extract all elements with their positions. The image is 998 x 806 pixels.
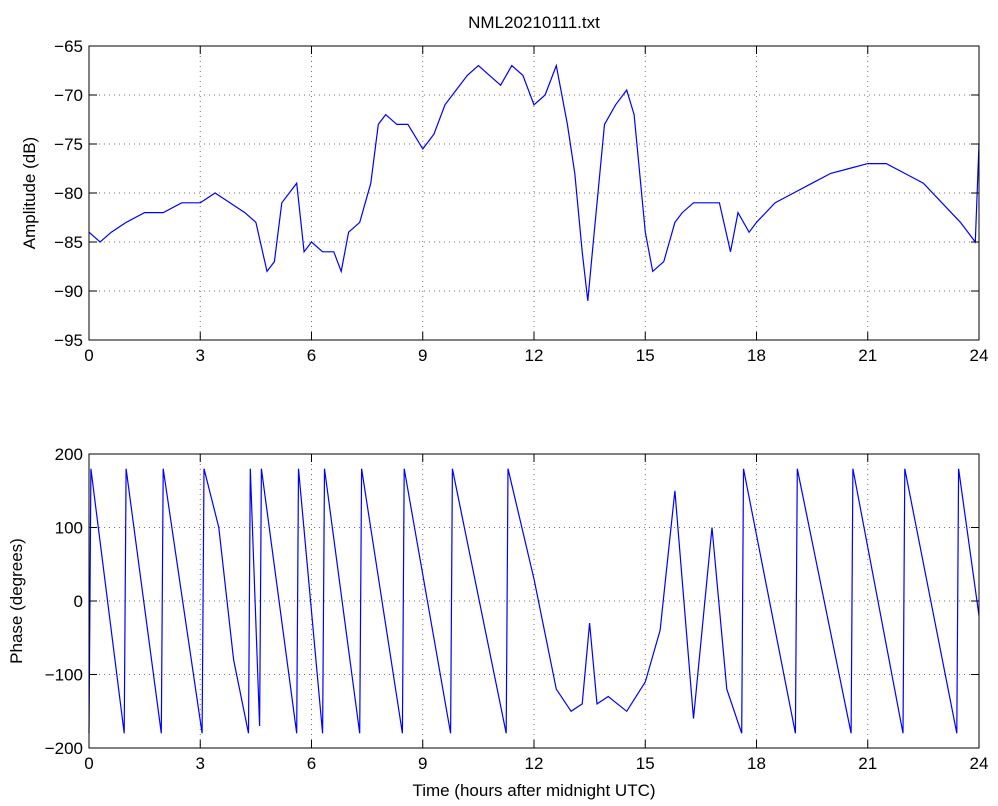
amplitude-plot: 0 3 6 9 12 15 18 21 24 −95 −90 −85 −80 −75 −70 −65 [54,37,988,365]
amplitude-x-tick-label: 21 [858,346,877,365]
amplitude-y-tick-label: −65 [54,37,83,56]
phase-x-tick-label: 15 [636,754,655,773]
amplitude-x-tick-label: 0 [84,346,93,365]
phase-x-tick-label: 12 [525,754,544,773]
amplitude-y-tick-label: −95 [54,331,83,350]
amplitude-y-tick-label: −80 [54,184,83,203]
amplitude-y-tick-label: −90 [54,282,83,301]
amplitude-y-tick-label: −75 [54,135,83,154]
phase-x-tick-label: 24 [970,754,989,773]
phase-y-tick-label: −100 [45,666,83,685]
phase-series-line [88,468,980,734]
phase-x-tick-label: 21 [858,754,877,773]
amplitude-y-tick-label: −70 [54,86,83,105]
phase-x-tick-label: 6 [307,754,316,773]
amplitude-x-tick-label: 12 [525,346,544,365]
phase-x-tick-label: 0 [84,754,93,773]
amplitude-x-tick-label: 9 [418,346,427,365]
amplitude-x-tick-label: 18 [747,346,766,365]
amplitude-x-tick-label: 15 [636,346,655,365]
phase-y-tick-label: 0 [74,592,83,611]
amplitude-y-tick-label: −85 [54,233,83,252]
amplitude-x-tick-label: 3 [196,346,205,365]
phase-y-tick-label: 200 [55,445,83,464]
amplitude-series-line [88,63,980,301]
phase-y-tick-label: 100 [55,519,83,538]
time-axis-label: Time (hours after midnight UTC) [412,781,655,800]
amplitude-axis-label: Amplitude (dB) [20,137,39,249]
phase-axis-label: Phase (degrees) [7,538,26,664]
phase-plot: 0 3 6 9 12 15 18 21 24 −200 −100 0 100 200 [45,445,989,773]
amplitude-x-tick-label: 24 [970,346,989,365]
phase-x-tick-label: 9 [418,754,427,773]
amplitude-x-tick-label: 6 [307,346,316,365]
chart-title: NML20210111.txt [468,13,600,32]
phase-x-tick-label: 3 [196,754,205,773]
phase-y-tick-label: −200 [45,739,83,758]
phase-x-tick-label: 18 [747,754,766,773]
